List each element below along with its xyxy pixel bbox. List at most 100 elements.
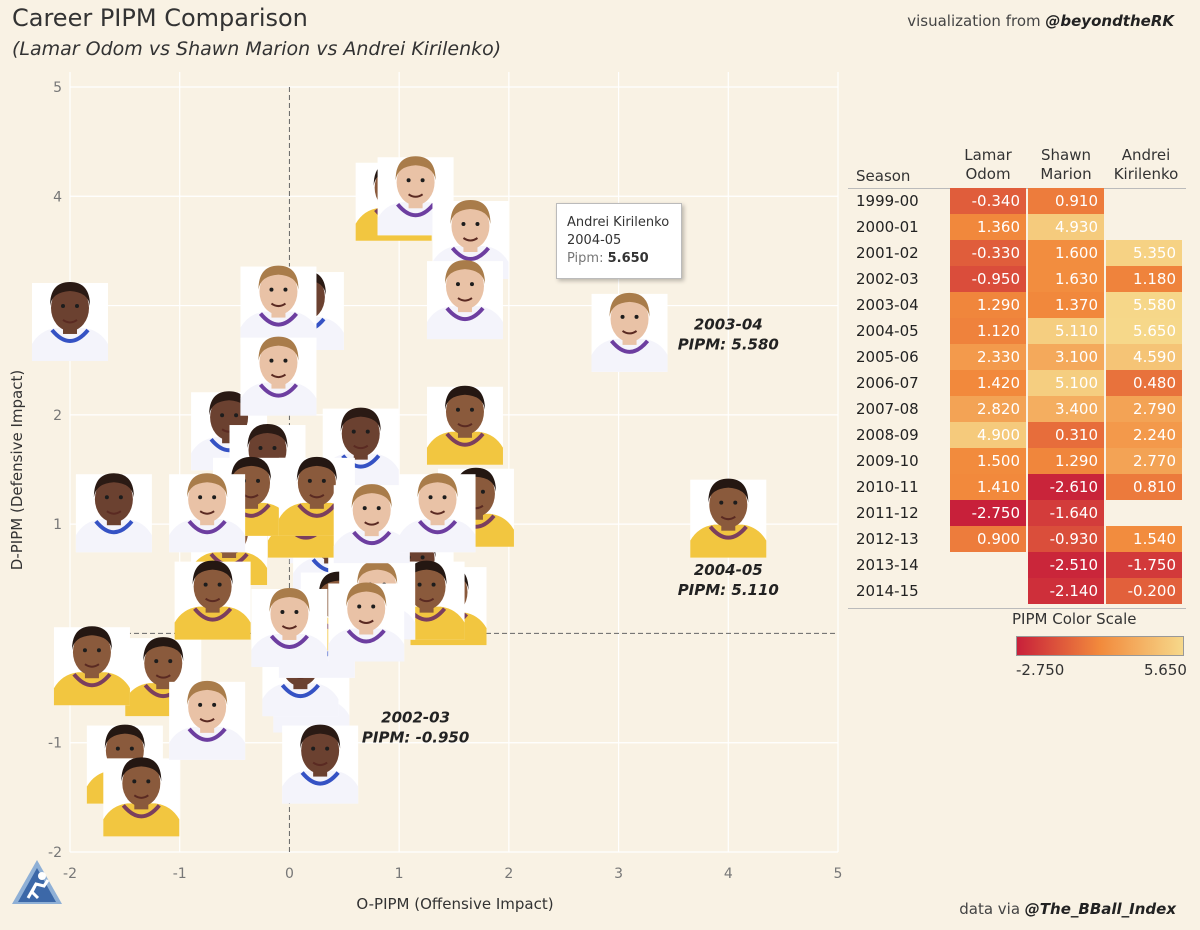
pipm-value-cell[interactable]: -0.200 <box>1106 578 1182 604</box>
pipm-value-cell[interactable]: 1.290 <box>950 292 1026 318</box>
pipm-value-cell[interactable]: 4.590 <box>1106 344 1182 370</box>
pipm-value-cell[interactable]: 1.290 <box>1028 448 1104 474</box>
player-headshot-marker[interactable] <box>75 473 152 553</box>
pipm-value-cell[interactable]: -0.950 <box>950 266 1026 292</box>
y-tick-label: 4 <box>53 189 62 205</box>
headshot-hair <box>71 626 112 651</box>
column-header-lamar-odom[interactable]: Lamar Odom <box>950 146 1026 184</box>
player-headshot-marker[interactable] <box>240 336 317 416</box>
player-headshot-marker[interactable] <box>591 292 668 372</box>
pipm-value-cell[interactable]: 1.370 <box>1028 292 1104 318</box>
pipm-value-cell[interactable]: 5.100 <box>1028 370 1104 396</box>
table-row[interactable]: 2014-15 -2.140 -0.200 <box>848 578 1186 604</box>
player-headshot-marker[interactable] <box>53 626 130 706</box>
pipm-value-cell[interactable]: 0.810 <box>1106 474 1182 500</box>
table-row[interactable]: 2003-04 1.290 1.370 5.580 <box>848 292 1186 318</box>
column-header-shawn-marion[interactable]: Shawn Marion <box>1028 146 1104 184</box>
pipm-value-cell[interactable]: 2.820 <box>950 396 1026 422</box>
headshot-jersey <box>32 327 108 361</box>
pipm-value-cell[interactable]: 2.240 <box>1106 422 1182 448</box>
player-headshot-marker[interactable] <box>399 473 476 553</box>
player-headshot-marker[interactable] <box>169 473 246 553</box>
headshot-eye <box>217 582 222 587</box>
player-headshot-marker[interactable] <box>690 478 767 558</box>
table-row[interactable]: 2004-05 1.120 5.110 5.650 <box>848 318 1186 344</box>
pipm-value-cell[interactable]: 4.930 <box>1028 214 1104 240</box>
pipm-value-cell[interactable]: -2.610 <box>1028 474 1104 500</box>
player-headshot-marker[interactable] <box>426 260 503 340</box>
chart-subtitle: (Lamar Odom vs Shawn Marion vs Andrei Ki… <box>12 38 502 60</box>
table-row[interactable]: 2000-01 1.360 4.930 <box>848 214 1186 240</box>
pipm-value-cell[interactable]: 1.410 <box>950 474 1026 500</box>
headshot-eye <box>365 429 370 434</box>
pipm-value-cell[interactable]: 1.120 <box>950 318 1026 344</box>
pipm-value-cell[interactable]: 1.540 <box>1106 526 1182 552</box>
pipm-value-cell[interactable]: -0.340 <box>950 188 1026 214</box>
pipm-value-cell[interactable]: 2.790 <box>1106 396 1182 422</box>
table-row[interactable]: 2008-09 4.900 0.310 2.240 <box>848 422 1186 448</box>
pipm-value-cell[interactable]: 1.180 <box>1106 266 1182 292</box>
headshot-eye <box>428 495 433 500</box>
pipm-value-cell[interactable]: 5.110 <box>1028 318 1104 344</box>
table-row[interactable]: 2001-02 -0.330 1.600 5.350 <box>848 240 1186 266</box>
source-handle-link[interactable]: @The_BBall_Index <box>1024 900 1176 918</box>
table-row[interactable]: 2013-14 -2.510 -1.750 <box>848 552 1186 578</box>
player-headshot-marker[interactable] <box>251 587 328 667</box>
pipm-value-cell[interactable]: 3.400 <box>1028 396 1104 422</box>
pipm-value-cell[interactable]: -2.140 <box>1028 578 1104 604</box>
pipm-value-cell[interactable]: 0.900 <box>950 526 1026 552</box>
pipm-value-cell[interactable]: 1.500 <box>950 448 1026 474</box>
player-headshot-marker[interactable] <box>169 680 246 760</box>
headshot-mouth <box>106 510 122 515</box>
player-headshot-marker[interactable] <box>32 281 108 361</box>
x-axis-title: O-PIPM (Offensive Impact) <box>356 895 553 913</box>
credit-handle-link[interactable]: @beyondtheRK <box>1045 12 1174 30</box>
table-row[interactable]: 1999-00 -0.340 0.910 <box>848 188 1186 214</box>
pipm-value-cell[interactable]: 0.480 <box>1106 370 1182 396</box>
headshot-eye <box>132 779 137 784</box>
table-row[interactable]: 2007-08 2.820 3.400 2.790 <box>848 396 1186 422</box>
player-headshot-marker[interactable] <box>333 484 410 564</box>
pipm-value-cell[interactable]: 2.330 <box>950 344 1026 370</box>
headshot-jersey-trim <box>187 727 227 742</box>
table-row[interactable]: 2011-12 -2.750 -1.640 <box>848 500 1186 526</box>
pipm-value-cell[interactable]: 1.600 <box>1028 240 1104 266</box>
player-headshot-marker[interactable] <box>103 757 180 837</box>
pipm-value-cell[interactable]: 1.420 <box>950 370 1026 396</box>
table-row[interactable]: 2010-11 1.410 -2.610 0.810 <box>848 474 1186 500</box>
pipm-value-cell[interactable]: -1.750 <box>1106 552 1182 578</box>
headshot-hair <box>406 560 447 585</box>
pipm-value-cell[interactable]: 2.770 <box>1106 448 1182 474</box>
player-headshot-marker[interactable] <box>426 385 503 465</box>
pipm-value-cell[interactable]: 1.630 <box>1028 266 1104 292</box>
player-headshot-marker[interactable] <box>174 560 251 640</box>
table-row[interactable]: 2002-03 -0.950 1.630 1.180 <box>848 266 1186 292</box>
pipm-value-cell[interactable]: 0.310 <box>1028 422 1104 448</box>
column-header-andrei-kirilenko[interactable]: Andrei Kirilenko <box>1106 146 1186 184</box>
headshot-eye <box>104 495 109 500</box>
pipm-value-cell[interactable]: -0.930 <box>1028 526 1104 552</box>
pipm-value-cell[interactable]: 3.100 <box>1028 344 1104 370</box>
pipm-value-cell[interactable]: 5.580 <box>1106 292 1182 318</box>
pipm-value-cell[interactable]: -2.750 <box>950 500 1026 526</box>
season-column-header[interactable]: Season <box>856 167 911 185</box>
headshot-eye <box>256 478 261 483</box>
headshot-eye <box>212 702 217 707</box>
player-headshot-marker[interactable] <box>328 582 405 662</box>
pipm-value-cell[interactable]: 4.900 <box>950 422 1026 448</box>
pipm-value-cell[interactable]: 5.650 <box>1106 318 1182 344</box>
table-row[interactable]: 2006-07 1.420 5.100 0.480 <box>848 370 1186 396</box>
pipm-value-cell[interactable]: -0.330 <box>950 240 1026 266</box>
pipm-value-cell[interactable]: 5.350 <box>1106 240 1182 266</box>
headshot-jersey <box>690 524 767 558</box>
table-row[interactable]: 2005-06 2.330 3.100 4.590 <box>848 344 1186 370</box>
headshot-jersey <box>591 338 668 372</box>
pipm-value-cell[interactable]: -2.510 <box>1028 552 1104 578</box>
player-headshot-marker[interactable] <box>282 724 359 804</box>
table-row[interactable]: 2009-10 1.500 1.290 2.770 <box>848 448 1186 474</box>
pipm-value-cell[interactable]: 1.360 <box>950 214 1026 240</box>
table-row[interactable]: 2012-13 0.900 -0.930 1.540 <box>848 526 1186 552</box>
player-headshot-marker[interactable] <box>240 265 317 345</box>
pipm-value-cell[interactable]: 0.910 <box>1028 188 1104 214</box>
pipm-value-cell[interactable]: -1.640 <box>1028 500 1104 526</box>
